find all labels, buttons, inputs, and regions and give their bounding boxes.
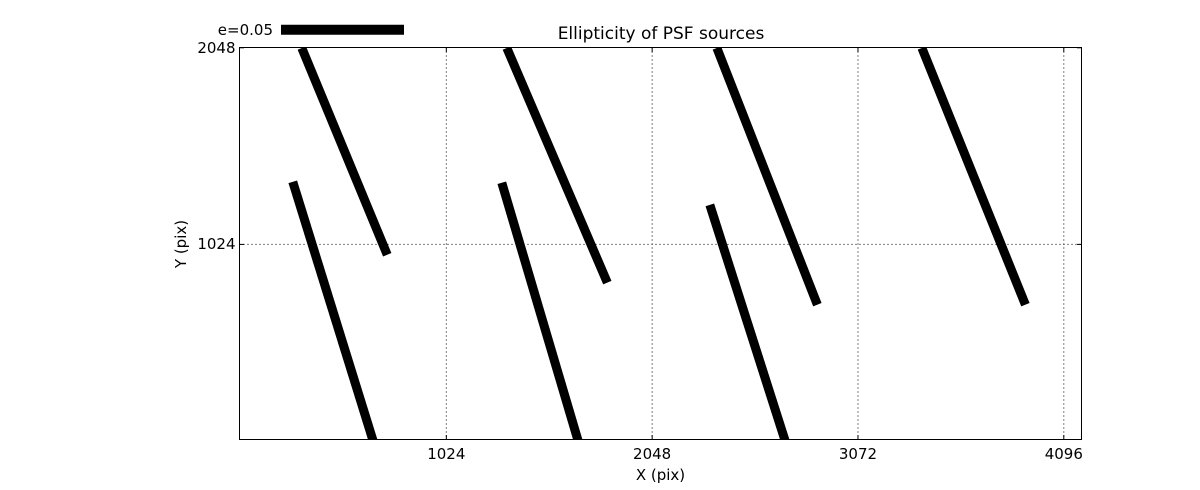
plot-border	[239, 47, 1082, 440]
psf-ellipticity-whisker	[705, 203, 790, 440]
x-axis-label: X (pix)	[635, 466, 686, 484]
tick-marks	[239, 47, 1082, 440]
x-tick-label: 4096	[1044, 445, 1083, 463]
psf-ellipticity-whisker	[917, 47, 1030, 307]
x-tick-label: 2048	[633, 445, 672, 463]
psf-ellipticity-whisker	[288, 180, 378, 440]
psf-ellipticity-whisker	[712, 47, 822, 307]
gridlines	[239, 47, 1082, 440]
psf-ellipticity-whisker	[297, 47, 392, 257]
psf-ellipticity-whisker	[502, 47, 612, 285]
psf-ellipticity-whisker	[497, 181, 583, 440]
whisker-segments	[288, 47, 1030, 440]
y-tick-label: 1024	[197, 235, 236, 254]
chart-title: Ellipticity of PSF sources	[557, 24, 765, 44]
y-tick-label: 2048	[197, 38, 236, 57]
x-tick-label: 1024	[427, 445, 466, 463]
x-tick-label: 3072	[838, 445, 878, 463]
legend-label: e=0.05	[217, 20, 273, 39]
y-axis-label: Y (pix)	[172, 219, 190, 269]
